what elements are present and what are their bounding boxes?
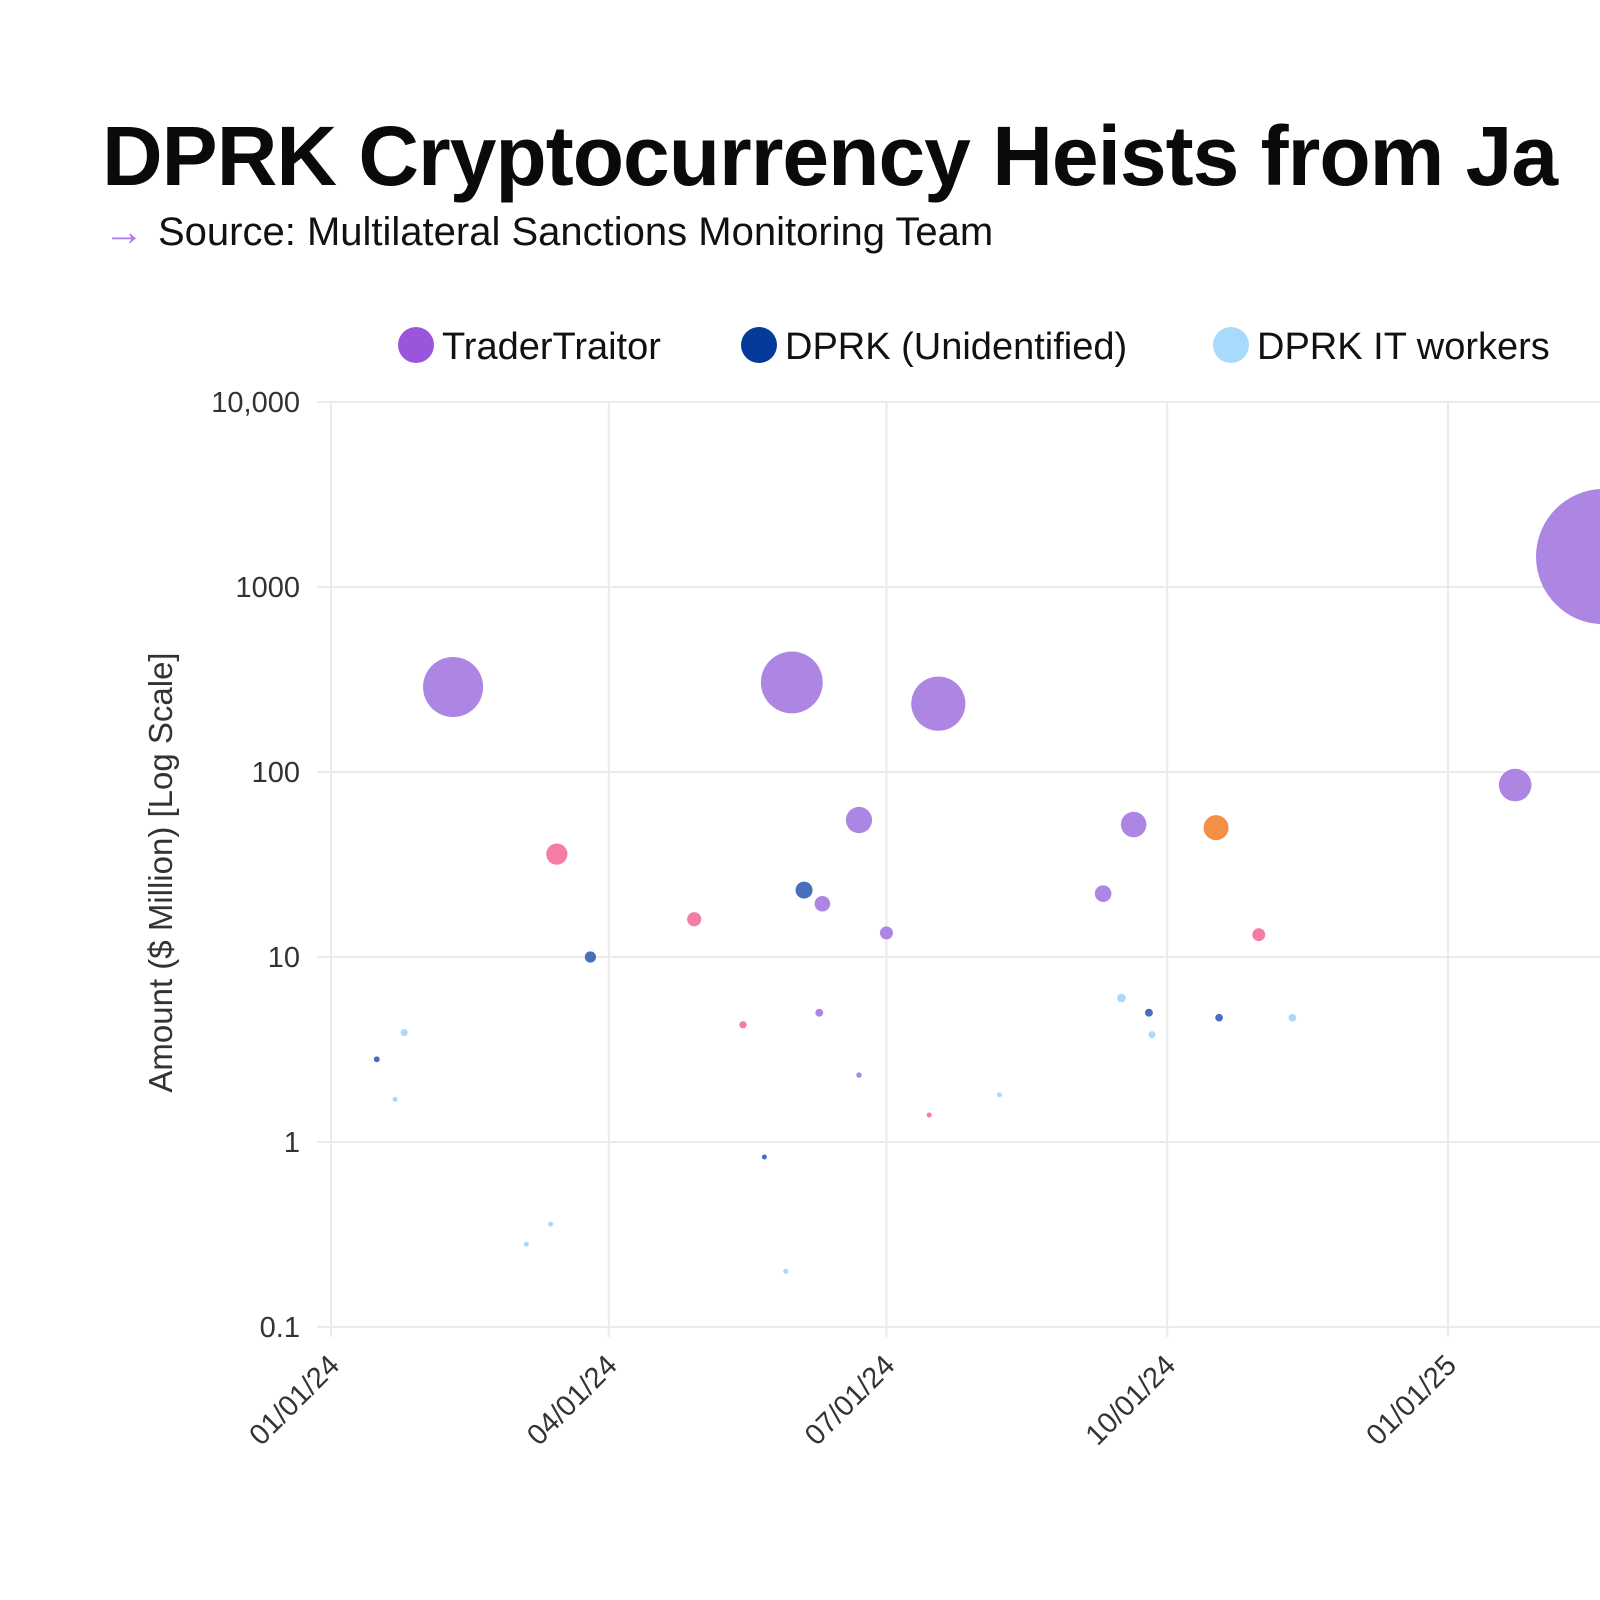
data-point bbox=[1203, 815, 1229, 841]
data-point bbox=[546, 843, 568, 865]
y-tick-label: 0.1 bbox=[260, 1312, 300, 1344]
y-tick-label: 10,000 bbox=[211, 387, 300, 419]
data-point bbox=[423, 656, 484, 718]
legend-label: DPRK (Unidentified) bbox=[785, 326, 1127, 368]
chart-subtitle: → Source: Multilateral Sanctions Monitori… bbox=[104, 210, 993, 255]
data-point bbox=[996, 1092, 1002, 1098]
legend-marker bbox=[741, 327, 777, 363]
data-point bbox=[1536, 489, 1600, 625]
data-point bbox=[392, 1096, 398, 1102]
chart-title: DPRK Cryptocurrency Heists from Ja bbox=[102, 109, 1558, 203]
data-point bbox=[548, 1221, 554, 1227]
legend-marker bbox=[398, 327, 434, 363]
data-point bbox=[373, 1056, 380, 1063]
y-tick-label: 10 bbox=[268, 942, 300, 974]
data-point bbox=[795, 881, 813, 899]
arrow-right-icon: → bbox=[104, 210, 144, 254]
y-tick-label: 1000 bbox=[235, 572, 300, 604]
data-point bbox=[783, 1268, 789, 1274]
data-point bbox=[879, 926, 893, 940]
legend-marker bbox=[1213, 327, 1249, 363]
data-point bbox=[814, 895, 831, 912]
data-point bbox=[1148, 1031, 1156, 1039]
x-tick-label: 01/01/24 bbox=[243, 1349, 345, 1451]
data-point bbox=[1117, 993, 1126, 1003]
legend-label: TraderTraitor bbox=[442, 326, 661, 368]
y-tick-label: 100 bbox=[252, 757, 300, 789]
x-tick-label: 07/01/24 bbox=[799, 1349, 901, 1451]
data-point bbox=[815, 1008, 824, 1017]
data-point bbox=[523, 1241, 529, 1247]
data-point bbox=[1215, 1013, 1223, 1022]
data-point bbox=[1144, 1008, 1153, 1017]
data-point bbox=[845, 806, 873, 834]
data-point bbox=[687, 912, 702, 927]
data-point bbox=[760, 651, 823, 714]
legend-label: DPRK IT workers bbox=[1257, 326, 1550, 368]
source-text: Source: Multilateral Sanctions Monitorin… bbox=[158, 210, 994, 254]
data-point bbox=[1094, 885, 1112, 902]
data-point bbox=[1120, 811, 1147, 838]
data-point bbox=[1252, 928, 1266, 942]
x-tick-label: 04/01/24 bbox=[521, 1349, 623, 1451]
data-point bbox=[856, 1072, 862, 1078]
data-point bbox=[926, 1112, 932, 1118]
data-point bbox=[1288, 1013, 1297, 1022]
data-point bbox=[400, 1029, 408, 1037]
data-point bbox=[761, 1154, 767, 1160]
y-tick-label: 1 bbox=[284, 1127, 300, 1159]
data-point bbox=[1498, 768, 1532, 802]
data-point bbox=[739, 1021, 747, 1029]
y-axis-label: Amount ($ Million) [Log Scale] bbox=[142, 652, 179, 1092]
data-point bbox=[911, 676, 966, 731]
x-tick-label: 10/01/24 bbox=[1080, 1349, 1182, 1451]
x-tick-label: 01/01/25 bbox=[1360, 1349, 1462, 1451]
data-point bbox=[584, 951, 597, 963]
